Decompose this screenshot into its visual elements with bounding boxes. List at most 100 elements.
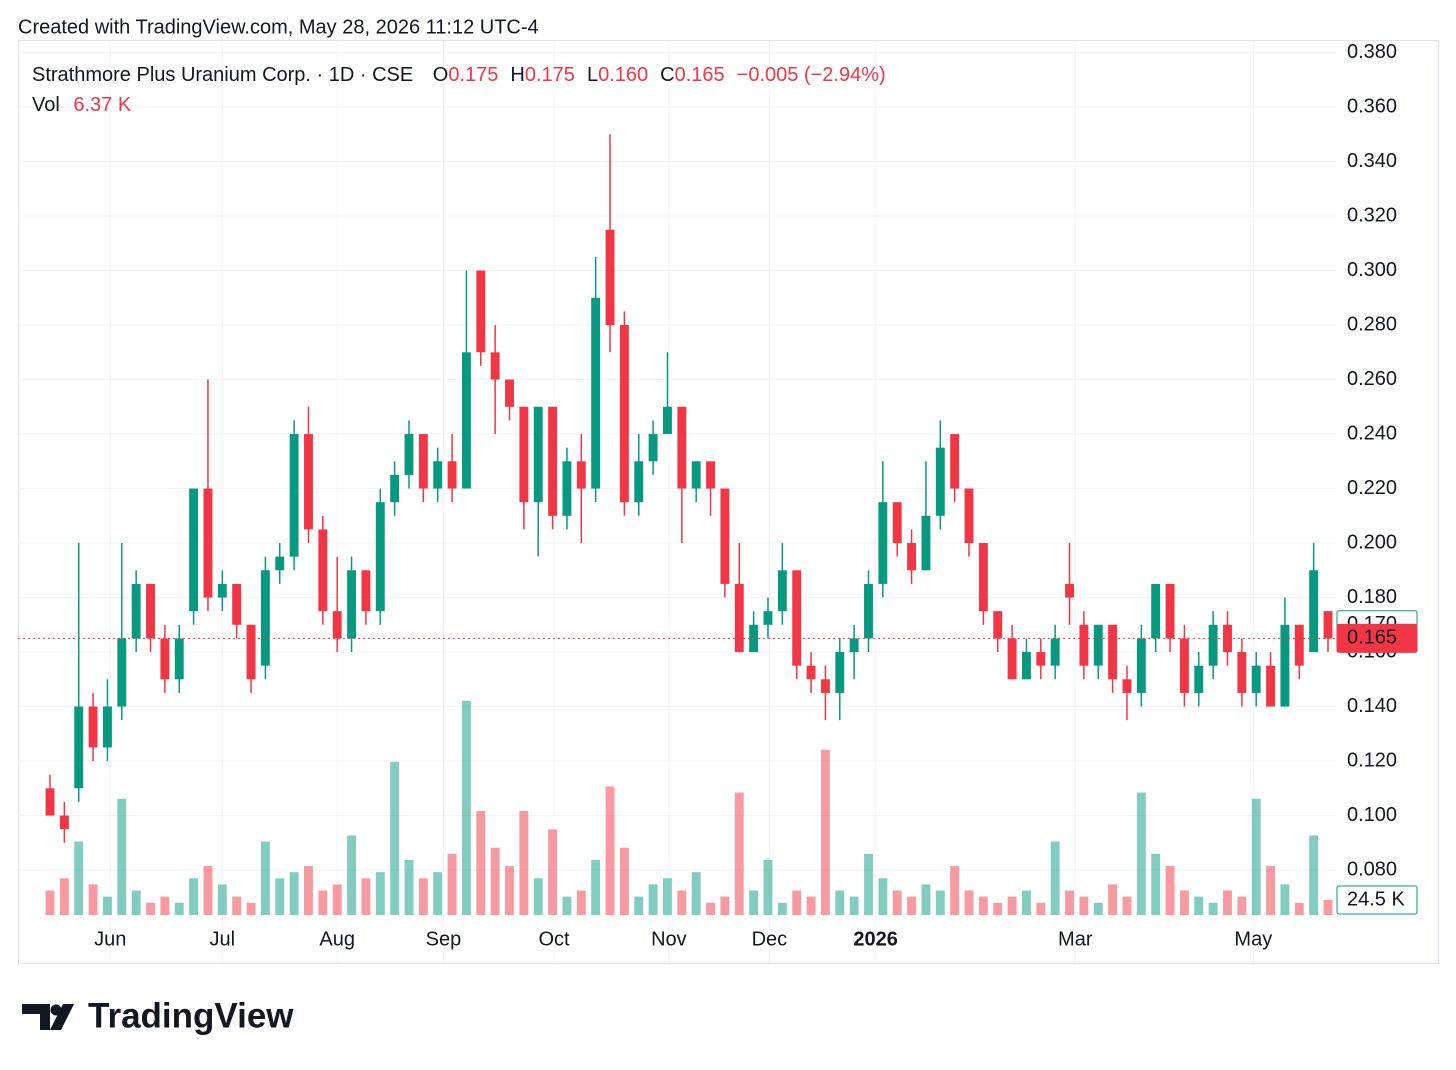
volume-bar bbox=[490, 847, 500, 915]
price-tag bbox=[1336, 623, 1418, 653]
ohlc-label: L bbox=[587, 64, 598, 86]
volume-bar bbox=[562, 896, 572, 915]
candle-body bbox=[591, 297, 601, 489]
y-tick-label: 0.240 bbox=[1347, 422, 1397, 444]
ohlc-value: 0.160 bbox=[598, 64, 648, 86]
candle-body bbox=[777, 570, 787, 612]
grid bbox=[18, 41, 1336, 963]
candle-body bbox=[433, 461, 443, 489]
candle-body bbox=[792, 570, 802, 666]
legend-line: Strathmore Plus Uranium Corp. · 1D · CSE… bbox=[32, 64, 886, 86]
volume-bar bbox=[45, 890, 55, 915]
x-tick-label: Jun bbox=[94, 928, 126, 950]
volume-bar bbox=[217, 884, 227, 915]
volume-bar bbox=[88, 884, 98, 915]
volume-bar bbox=[131, 890, 141, 915]
volume-bar bbox=[1266, 866, 1276, 915]
volume-bar bbox=[1065, 890, 1074, 915]
candle-body bbox=[734, 583, 744, 653]
volume-bar bbox=[734, 792, 744, 915]
volume-bar bbox=[1194, 896, 1204, 915]
volume-bar bbox=[433, 872, 443, 915]
candle-body bbox=[1266, 665, 1276, 707]
candle-body bbox=[146, 583, 155, 639]
chart-frame bbox=[18, 40, 1439, 964]
volume-bar bbox=[1280, 884, 1290, 915]
candle-body bbox=[921, 515, 931, 571]
brand-logo bbox=[22, 1004, 74, 1030]
volume-bar bbox=[806, 896, 816, 915]
ohlc-label: O bbox=[433, 64, 449, 86]
candle-body bbox=[1079, 624, 1089, 666]
y-tick-label: 0.140 bbox=[1347, 695, 1397, 717]
volume-bar bbox=[117, 798, 127, 915]
candle-body bbox=[74, 706, 84, 789]
volume-bar bbox=[1122, 896, 1132, 915]
symbol: Strathmore Plus Uranium Corp. · 1D · CSE bbox=[32, 64, 413, 86]
volume-bar bbox=[1093, 902, 1103, 915]
candle-body bbox=[691, 461, 701, 489]
volume-bar bbox=[1237, 896, 1247, 915]
candle-body bbox=[548, 406, 558, 516]
candle-body bbox=[289, 434, 299, 557]
volume-bar bbox=[1151, 853, 1161, 915]
candle-body bbox=[605, 229, 615, 326]
candle-body bbox=[260, 570, 270, 666]
volume-bar bbox=[375, 872, 385, 915]
volume-bar bbox=[964, 890, 974, 915]
volume-bar bbox=[835, 890, 845, 915]
candle-body bbox=[878, 502, 888, 584]
volume-bar bbox=[1136, 792, 1146, 915]
volume-bar bbox=[634, 896, 644, 915]
candle-body bbox=[964, 488, 974, 544]
volume-bar bbox=[1079, 896, 1089, 915]
volume-bar bbox=[318, 890, 328, 915]
candle-body bbox=[418, 434, 428, 489]
candle-body bbox=[1021, 652, 1031, 680]
volume-bar bbox=[1208, 902, 1218, 915]
candle-body bbox=[304, 434, 313, 530]
candle-body bbox=[1165, 583, 1175, 639]
candle-body bbox=[318, 529, 328, 612]
volume-bar bbox=[691, 872, 701, 915]
y-tick-label: 0.200 bbox=[1347, 531, 1397, 553]
ohlc-label: C bbox=[660, 64, 674, 86]
candle-body bbox=[490, 352, 500, 380]
volume-bar bbox=[361, 878, 371, 915]
candle-body bbox=[720, 488, 730, 584]
x-tick-label: Dec bbox=[752, 928, 788, 950]
volume-bar bbox=[993, 902, 1003, 915]
candle-body bbox=[1251, 665, 1261, 693]
volume-value: 6.37 K bbox=[73, 94, 131, 116]
volume-bar bbox=[447, 853, 457, 915]
volume-bar bbox=[246, 902, 256, 915]
candle-body bbox=[203, 488, 213, 598]
volume-bar bbox=[533, 878, 543, 915]
volume-bar bbox=[418, 878, 428, 915]
candle-body bbox=[892, 502, 902, 544]
candle-body bbox=[45, 788, 55, 816]
ohlc-label: H bbox=[510, 64, 524, 86]
candle-layer bbox=[45, 134, 1333, 843]
volume-bar bbox=[332, 884, 342, 915]
candle-body bbox=[634, 461, 644, 503]
volume-bar bbox=[1165, 866, 1175, 915]
volume-bar bbox=[663, 878, 672, 915]
volume-bar bbox=[174, 902, 184, 915]
candle-body bbox=[1294, 624, 1304, 666]
candle-body bbox=[1179, 638, 1189, 693]
volume-bar bbox=[792, 890, 802, 915]
ohlc-value: 0.175 bbox=[448, 64, 498, 86]
volume-bar bbox=[950, 866, 960, 915]
candle-body bbox=[88, 706, 98, 748]
volume-bar bbox=[505, 866, 514, 915]
volume-bar bbox=[1108, 884, 1118, 915]
candle-body bbox=[677, 406, 687, 489]
y-tick-label: 0.220 bbox=[1347, 477, 1397, 499]
candle-body bbox=[1194, 665, 1204, 693]
candle-body bbox=[275, 556, 285, 571]
volume-bar bbox=[461, 700, 471, 915]
candle-body bbox=[375, 502, 385, 612]
